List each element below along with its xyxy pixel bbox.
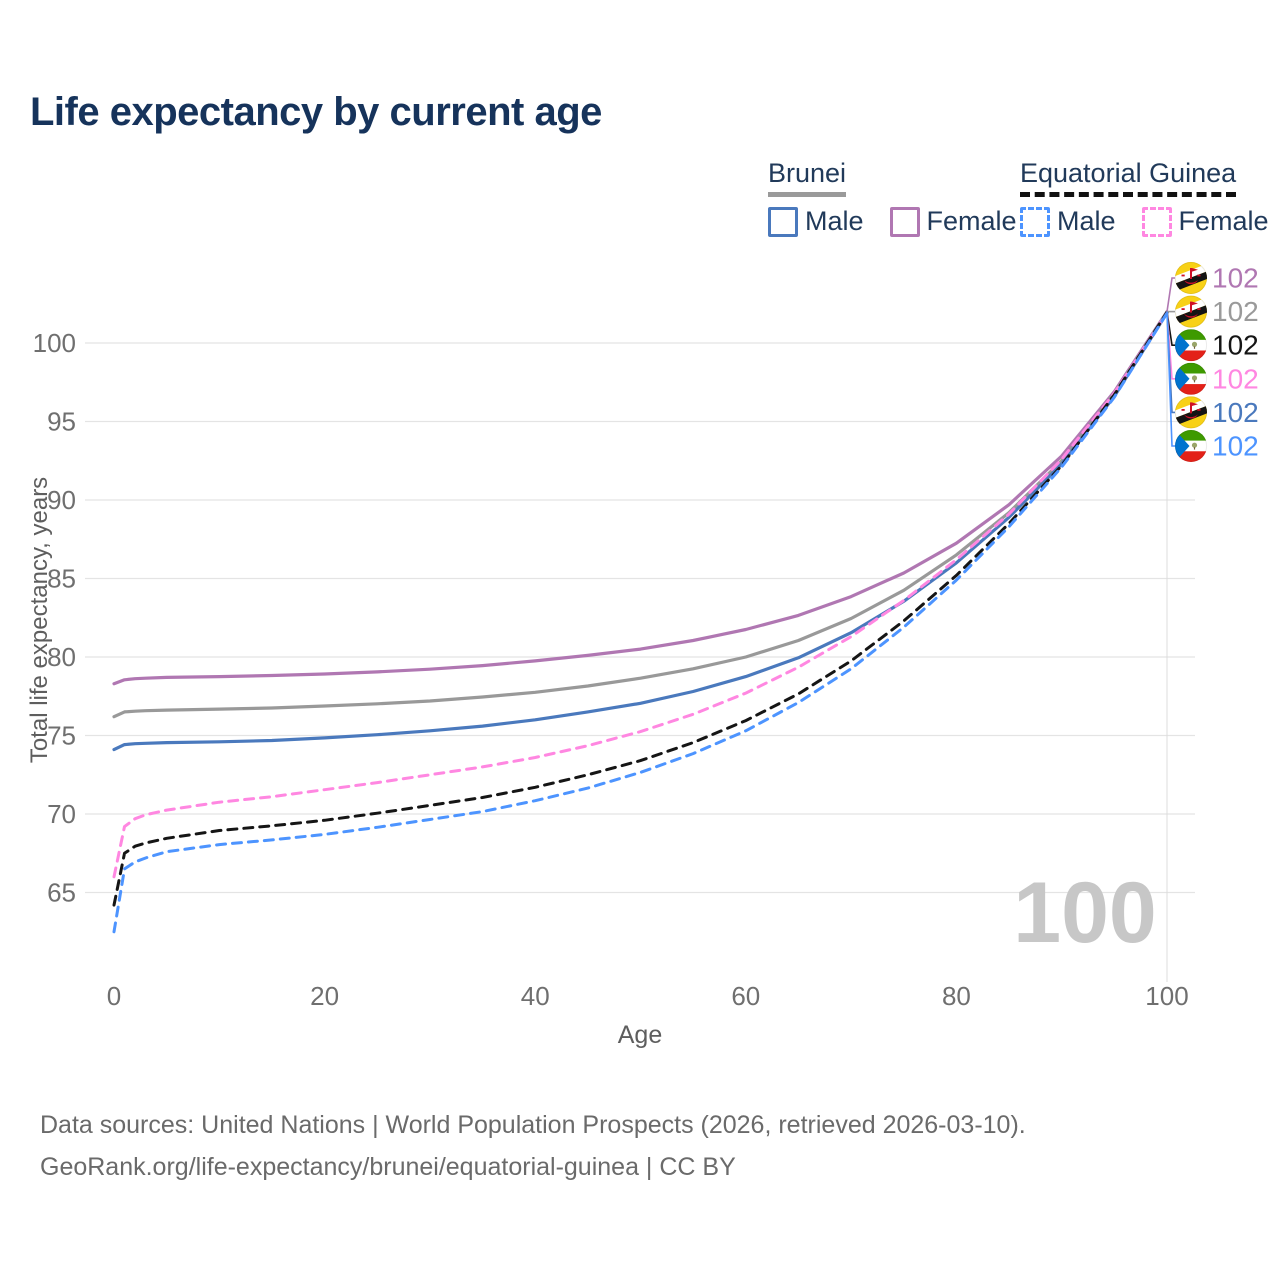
y-tick-label-65: 65 [47,878,76,908]
series-line-brunei-male[interactable] [112,311,1169,752]
y-tick-label-100: 100 [33,328,76,358]
legend-items-equatorial-guinea: Male Female [1020,206,1269,237]
series-line-equatorial-guinea-male[interactable] [112,311,1169,934]
flag-brunei-icon [1174,261,1208,295]
flag-brunei-icon [1174,295,1208,328]
legend-group-title-brunei: Brunei [768,158,847,197]
y-axis-title: Total life expectancy, years [26,477,53,763]
chart-footer: Data sources: United Nations | World Pop… [40,1104,1026,1188]
series-line-brunei-female[interactable] [112,310,1169,686]
legend-swatch-brunei-male [768,206,798,237]
y-tick-label-70: 70 [47,799,76,829]
end-value-label-brunei-4: 102 [1212,397,1259,428]
x-tick-label-100: 100 [1145,981,1188,1011]
legend-item-equatorial-guinea-male[interactable]: Male [1020,206,1116,237]
x-axis-title: Age [618,1021,662,1049]
x-tick-label-0: 0 [107,981,121,1011]
x-tick-label-80: 80 [942,981,971,1011]
legend-swatch-equatorial-guinea-male [1020,206,1050,237]
legend-item-label: Male [805,206,864,236]
y-tick-label-90: 90 [47,485,76,515]
legend-item-label: Female [1178,206,1269,236]
end-value-label-equatorial-guinea-2: 102 [1212,330,1259,361]
legend-item-brunei-female[interactable]: Female [889,206,1017,237]
legend-item-brunei-male[interactable]: Male [768,206,864,237]
y-tick-label-80: 80 [47,642,76,672]
age-indicator-watermark: 100 [1013,865,1157,961]
end-value-label-equatorial-guinea-5: 102 [1212,431,1259,462]
page-title: Life expectancy by current age [30,90,602,134]
end-value-label-brunei-0: 102 [1212,263,1259,294]
legend-item-label: Female [926,206,1017,236]
flag-equatorial-guinea-icon [1174,329,1208,362]
x-tick-label-60: 60 [731,981,760,1011]
legend-item-label: Male [1057,206,1116,236]
series-line-equatorial-guinea-both-sexes[interactable] [112,310,1169,907]
series-line-equatorial-guinea-female[interactable] [112,311,1169,879]
end-value-label-equatorial-guinea-3: 102 [1212,363,1259,394]
legend-item-equatorial-guinea-female[interactable]: Female [1141,206,1269,237]
flag-equatorial-guinea-icon [1174,362,1208,395]
legend-group-equatorial-guinea: Equatorial Guinea Male Female [1020,158,1269,237]
x-tick-label-40: 40 [521,981,550,1011]
legend-swatch-brunei-female [889,206,920,237]
legend-group-brunei: Brunei Male Female [768,158,1017,237]
legend-group-title-equatorial-guinea: Equatorial Guinea [1020,158,1237,197]
end-value-label-brunei-1: 102 [1212,296,1259,327]
y-tick-label-85: 85 [47,564,76,594]
y-tick-label-95: 95 [47,407,76,437]
flag-equatorial-guinea-icon [1174,429,1208,463]
flag-brunei-icon [1174,396,1208,429]
callout-leader-line [1166,277,1177,312]
life-expectancy-chart: 65 70 75 80 85 90 95 100 0 20 40 60 80 100 Age Total li… [26,261,1259,1049]
source-url-text: GeoRank.org/life-expectancy/brunei/equat… [40,1153,736,1181]
series-line-brunei-both-sexes[interactable] [112,310,1169,719]
legend-swatch-equatorial-guinea-female [1141,206,1172,237]
y-tick-label-75: 75 [47,721,76,751]
legend-items-brunei: Male Female [768,206,1017,237]
x-tick-label-20: 20 [310,981,339,1011]
data-sources-text: Data sources: United Nations | World Pop… [40,1111,1026,1139]
